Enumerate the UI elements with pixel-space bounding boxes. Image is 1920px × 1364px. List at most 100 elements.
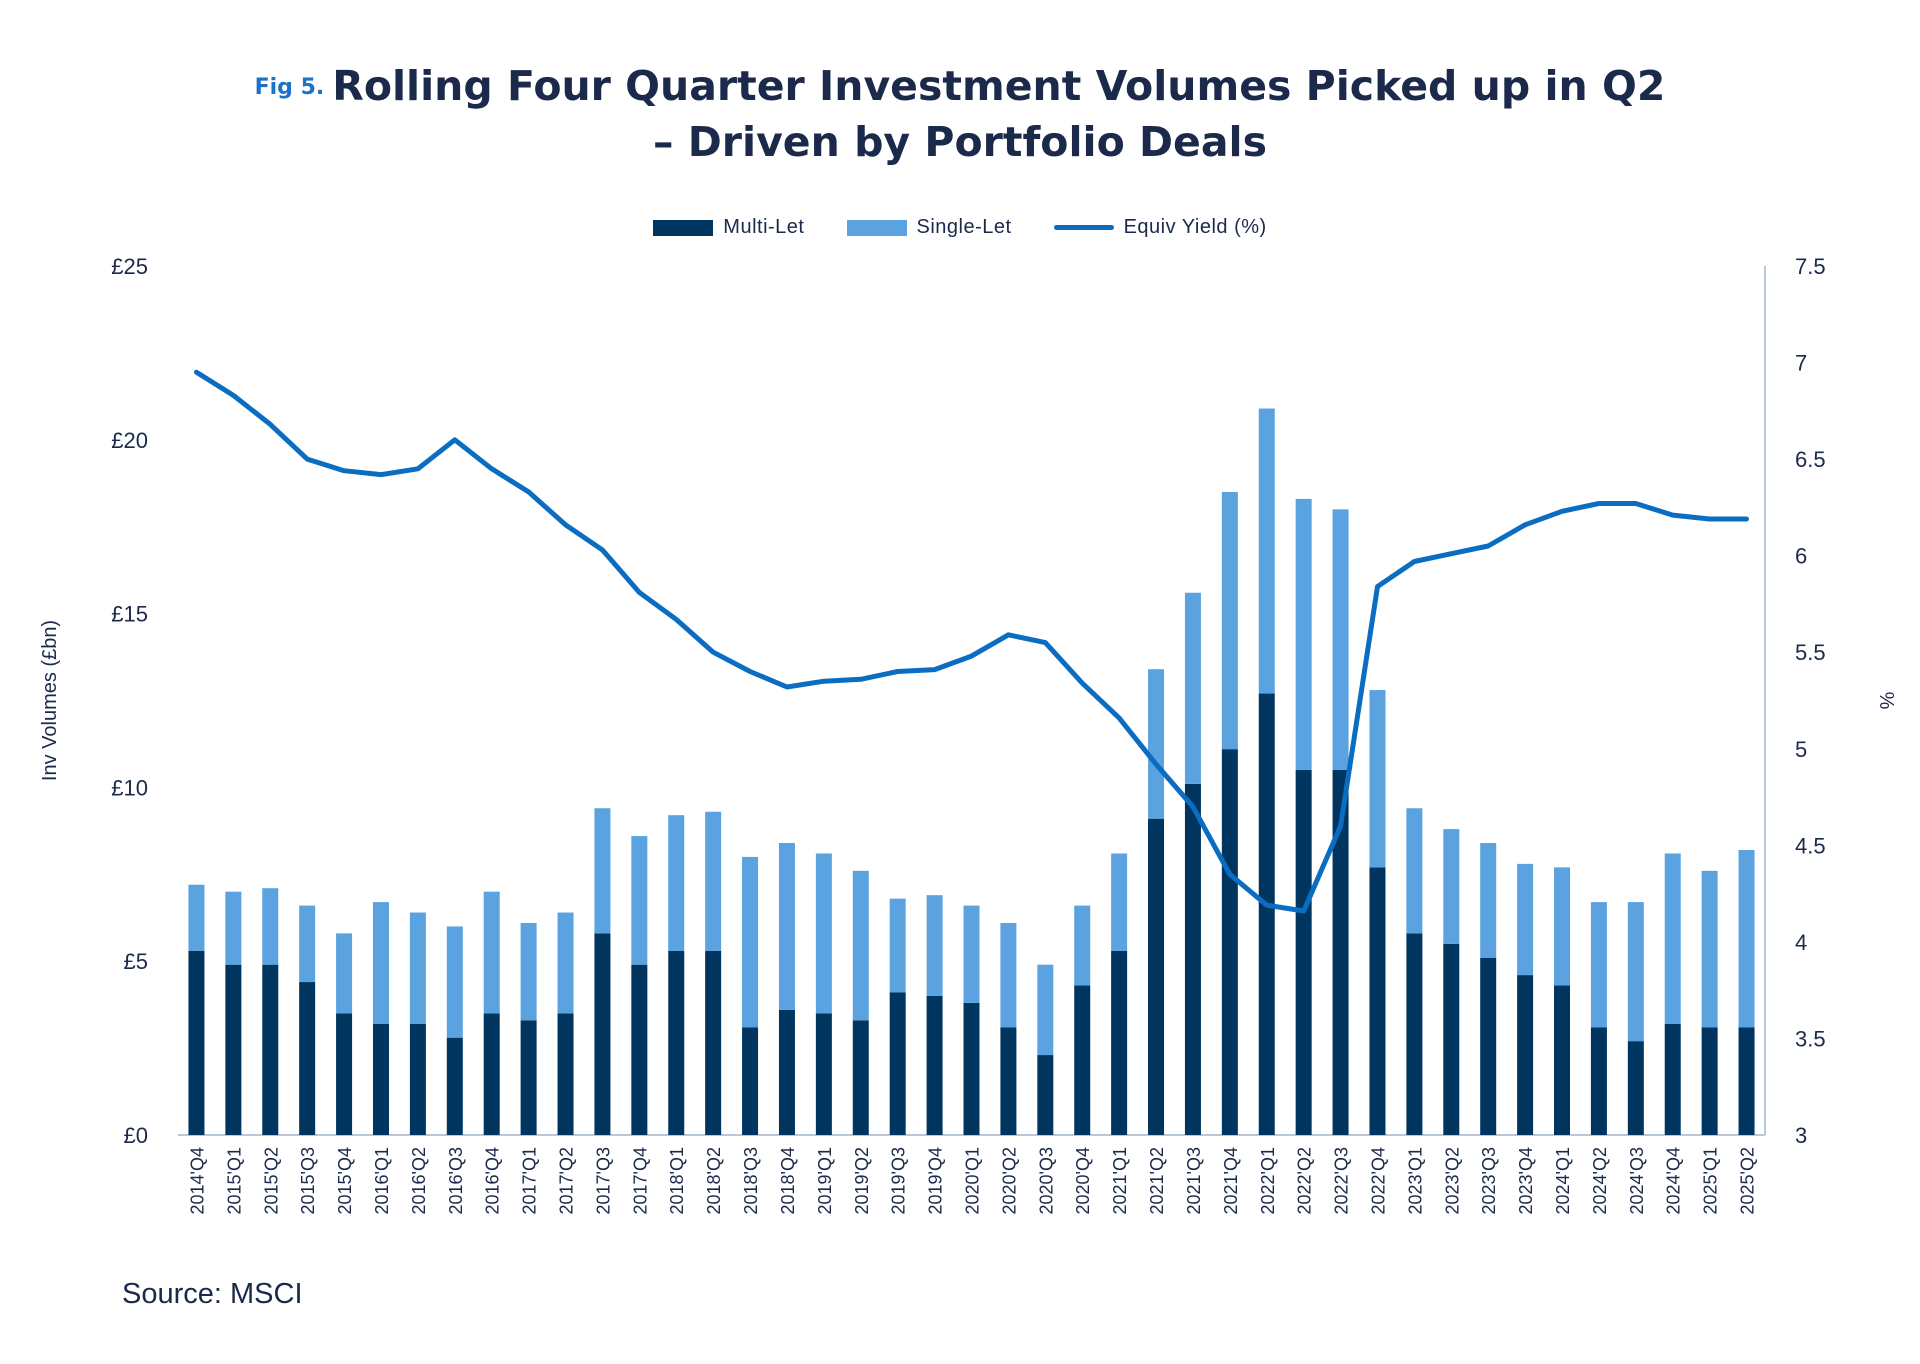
bar-single-let	[1480, 843, 1497, 958]
bar-single-let	[705, 811, 722, 951]
bar-multi-let	[742, 1027, 759, 1135]
bar-single-let	[1369, 690, 1386, 868]
x-tick-label: 2024'Q3	[1627, 1147, 1647, 1215]
bar-multi-let	[889, 992, 906, 1135]
y-tick-label: £0	[124, 1123, 148, 1148]
bar-multi-let	[1037, 1055, 1054, 1135]
x-tick-label: 2018'Q2	[704, 1147, 724, 1215]
x-tick-label: 2019'Q1	[815, 1147, 835, 1215]
bar-multi-let	[705, 950, 722, 1135]
bar-multi-let	[926, 995, 943, 1135]
bar-multi-let	[1517, 975, 1534, 1135]
legend-item-multi-let: Multi-Let	[653, 216, 804, 239]
y-tick-label: £15	[111, 602, 148, 627]
bar-single-let	[963, 905, 980, 1003]
bar-multi-let	[557, 1013, 574, 1135]
bar-single-let	[1738, 849, 1755, 1028]
bar-multi-let	[1258, 693, 1275, 1135]
bar-multi-let	[1443, 943, 1460, 1135]
x-tick-label: 2019'Q3	[889, 1147, 909, 1215]
bar-multi-let	[1074, 985, 1091, 1135]
x-tick-label: 2022'Q3	[1332, 1147, 1352, 1215]
bar-single-let	[1037, 964, 1054, 1056]
x-tick-label: 2015'Q4	[335, 1147, 355, 1215]
bar-multi-let	[409, 1023, 426, 1135]
bar-multi-let	[336, 1013, 353, 1135]
chart-title: Fig 5. Rolling Four Quarter Investment Vo…	[0, 58, 1920, 170]
legend-label-equiv-yield: Equiv Yield (%)	[1123, 216, 1267, 238]
bar-single-let	[1517, 863, 1534, 976]
bar-multi-let	[188, 950, 205, 1135]
x-tick-label: 2016'Q3	[446, 1147, 466, 1215]
legend-label-multi-let: Multi-Let	[723, 216, 805, 238]
bar-single-let	[631, 836, 648, 965]
x-tick-label: 2016'Q2	[409, 1147, 429, 1215]
x-tick-label: 2017'Q1	[520, 1147, 540, 1215]
bar-multi-let	[1627, 1041, 1644, 1135]
bar-single-let	[520, 922, 537, 1021]
bar-single-let	[889, 898, 906, 993]
x-tick-label: 2022'Q2	[1295, 1147, 1315, 1215]
source-note: Source: MSCI	[122, 1278, 303, 1310]
y-tick-label: £20	[111, 428, 148, 453]
bar-multi-let	[446, 1037, 463, 1135]
bar-multi-let	[483, 1013, 500, 1135]
x-tick-label: 2025'Q1	[1701, 1147, 1721, 1215]
bar-multi-let	[594, 933, 611, 1135]
x-tick-label: 2017'Q2	[557, 1147, 577, 1215]
y2-tick-label: 6	[1795, 544, 1807, 569]
bar-single-let	[852, 870, 869, 1021]
bar-multi-let	[1590, 1027, 1607, 1135]
bar-single-let	[336, 933, 353, 1014]
x-tick-label: 2018'Q3	[741, 1147, 761, 1215]
x-tick-label: 2025'Q2	[1738, 1147, 1758, 1215]
y-tick-label: £25	[111, 254, 148, 279]
bar-single-let	[1221, 491, 1238, 750]
legend-item-single-let: Single-Let	[846, 216, 1012, 239]
bar-multi-let	[1369, 867, 1386, 1135]
bar-multi-let	[631, 964, 648, 1135]
x-tick-label: 2017'Q3	[593, 1147, 613, 1215]
x-tick-label: 2023'Q2	[1442, 1147, 1462, 1215]
y-tick-label: £10	[111, 775, 148, 800]
bar-single-let	[1295, 498, 1312, 771]
x-tick-label: 2023'Q3	[1479, 1147, 1499, 1215]
y2-tick-label: 6.5	[1795, 447, 1826, 472]
bar-single-let	[1627, 902, 1644, 1042]
x-tick-label: 2019'Q4	[926, 1147, 946, 1215]
y-axis-title: Inv Volumes (£bn)	[39, 620, 61, 781]
bar-single-let	[372, 902, 389, 1024]
x-tick-label: 2021'Q3	[1184, 1147, 1204, 1215]
bar-multi-let	[1184, 783, 1201, 1135]
x-tick-label: 2022'Q4	[1368, 1147, 1388, 1215]
bar-multi-let	[1148, 818, 1165, 1135]
bar-single-let	[446, 926, 463, 1038]
bar-single-let	[1332, 509, 1349, 771]
bar-single-let	[1701, 870, 1718, 1028]
bar-single-let	[1443, 829, 1460, 944]
y-tick-label: £5	[124, 949, 148, 974]
x-tick-label: 2014'Q4	[187, 1147, 207, 1215]
bar-single-let	[225, 891, 242, 965]
x-tick-label: 2023'Q1	[1405, 1147, 1425, 1215]
x-tick-label: 2016'Q4	[483, 1147, 503, 1215]
x-tick-label: 2015'Q2	[261, 1147, 281, 1215]
bar-multi-let	[1332, 770, 1349, 1135]
y2-tick-label: 3.5	[1795, 1026, 1826, 1051]
bar-single-let	[1406, 808, 1423, 934]
bar-single-let	[1554, 867, 1571, 986]
bar-multi-let	[1221, 749, 1238, 1135]
x-tick-label: 2021'Q2	[1147, 1147, 1167, 1215]
legend-swatch-equiv-yield	[1053, 225, 1114, 230]
bar-single-let	[1111, 853, 1128, 951]
bar-single-let	[1664, 853, 1681, 1024]
bar-single-let	[1000, 922, 1017, 1028]
bar-single-let	[409, 912, 426, 1024]
title-text-1: Rolling Four Quarter Investment Volumes …	[332, 62, 1666, 110]
x-tick-label: 2017'Q4	[630, 1147, 650, 1215]
bar-single-let	[188, 884, 205, 951]
bar-single-let	[1184, 592, 1201, 784]
bar-multi-let	[815, 1013, 832, 1135]
x-tick-label: 2024'Q2	[1590, 1147, 1610, 1215]
